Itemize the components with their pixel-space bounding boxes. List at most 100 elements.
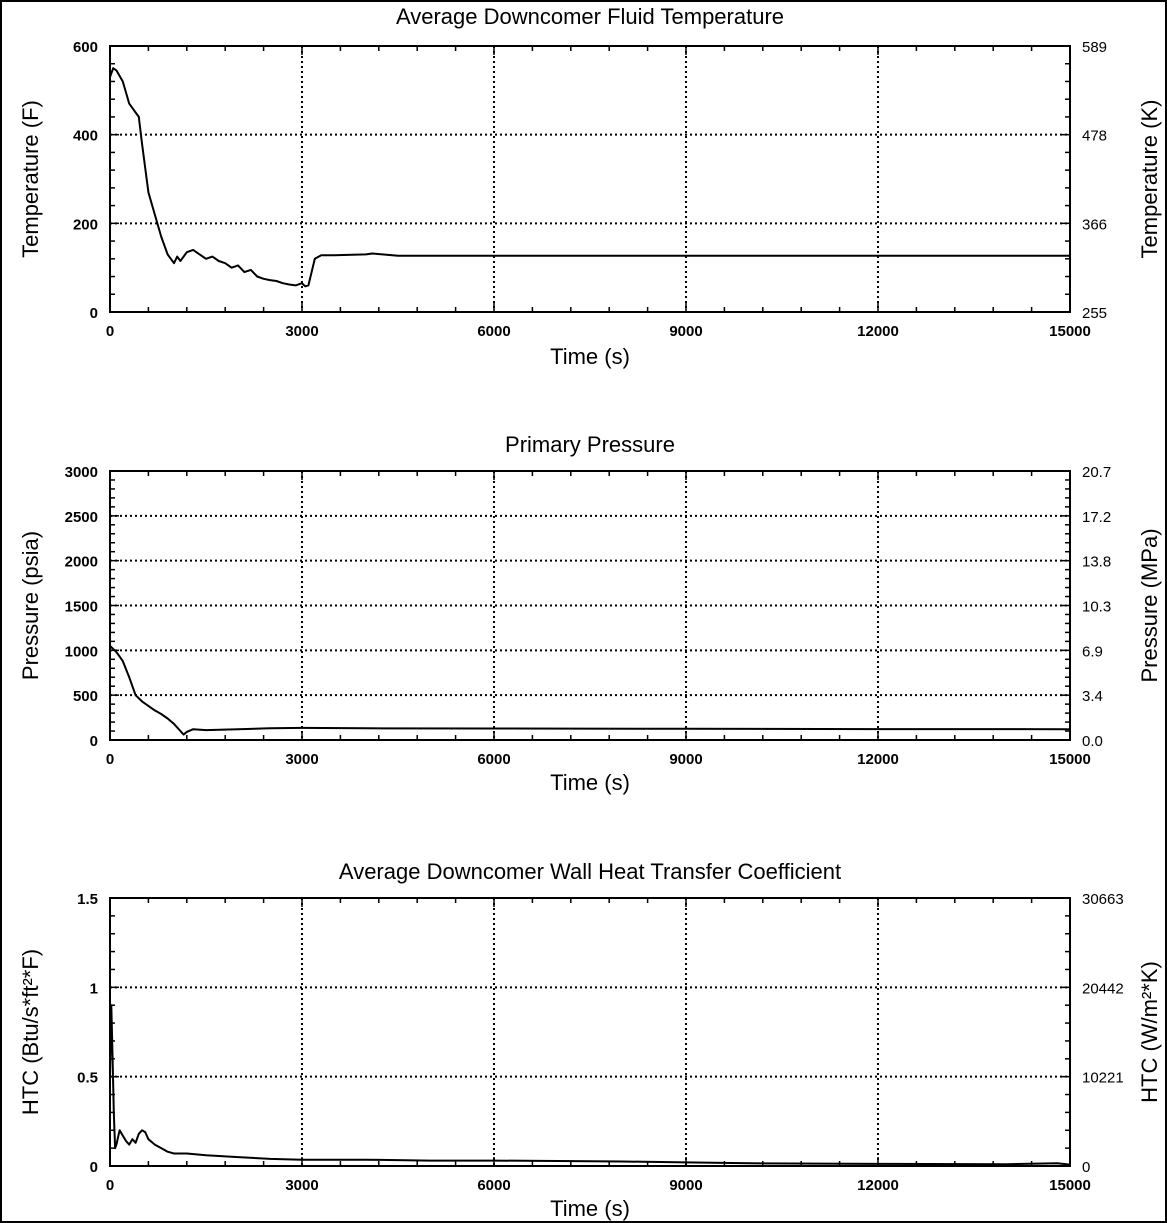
data-point bbox=[282, 282, 284, 284]
data-point bbox=[199, 253, 201, 255]
data-point bbox=[173, 1153, 175, 1155]
y-tick-label: 0 bbox=[90, 733, 98, 750]
data-point bbox=[167, 1151, 169, 1153]
x-tick-label: 6000 bbox=[477, 323, 510, 340]
x-axis-label: Time (s) bbox=[550, 770, 630, 795]
x-tick-label: 0 bbox=[106, 323, 114, 340]
y-tick-label: 3000 bbox=[65, 464, 98, 481]
data-point bbox=[205, 258, 207, 260]
data-point bbox=[288, 284, 290, 286]
chart-panel-1: Average Downcomer Fluid Temperature 0 3000… bbox=[18, 4, 1162, 369]
data-point bbox=[122, 81, 124, 83]
data-point bbox=[275, 280, 277, 282]
chart-title: Primary Pressure bbox=[505, 432, 675, 457]
data-point bbox=[147, 1138, 149, 1140]
x-axis-label: Time (s) bbox=[550, 344, 630, 369]
data-point bbox=[231, 267, 233, 269]
y-right-tick-label: 10221 bbox=[1082, 1070, 1124, 1087]
y-tick-label: 1500 bbox=[65, 599, 98, 616]
data-point bbox=[112, 67, 114, 69]
data-point bbox=[176, 256, 178, 258]
data-point bbox=[243, 271, 245, 273]
data-point bbox=[295, 284, 297, 286]
data-point bbox=[147, 191, 149, 193]
data-point bbox=[365, 253, 367, 255]
data-point bbox=[173, 262, 175, 264]
data-point bbox=[1069, 1164, 1071, 1166]
y-right-tick-label: 20.7 bbox=[1082, 464, 1111, 481]
y-tick-label: 0 bbox=[90, 1159, 98, 1176]
data-point bbox=[269, 727, 271, 729]
x-axis-label: Time (s) bbox=[550, 1196, 630, 1221]
data-point bbox=[397, 255, 399, 257]
data-point bbox=[877, 1163, 879, 1165]
data-point bbox=[1005, 255, 1007, 257]
data-point bbox=[749, 255, 751, 257]
y-axis-label: Pressure (psia) bbox=[18, 531, 43, 680]
data-point bbox=[493, 728, 495, 730]
data-point bbox=[685, 1161, 687, 1163]
data-point bbox=[179, 260, 181, 262]
data-point bbox=[160, 236, 162, 238]
x-tick-label: 15000 bbox=[1049, 323, 1091, 340]
y-right-tick-label: 6.9 bbox=[1082, 643, 1103, 660]
y-axis-label: Temperature (F) bbox=[18, 100, 43, 258]
x-tick-label: 15000 bbox=[1049, 1177, 1091, 1194]
y-tick-label: 1.5 bbox=[77, 891, 98, 908]
data-point bbox=[1069, 728, 1071, 730]
data-point bbox=[205, 1154, 207, 1156]
y-tick-label: 400 bbox=[73, 128, 98, 145]
data-point bbox=[110, 1004, 112, 1006]
data-point bbox=[237, 264, 239, 266]
y-right-tick-label: 589 bbox=[1082, 39, 1107, 56]
x-tick-label: 9000 bbox=[669, 751, 702, 768]
data-point bbox=[256, 276, 258, 278]
data-point bbox=[493, 1160, 495, 1162]
y-right-tick-label: 3.4 bbox=[1082, 688, 1103, 705]
data-point bbox=[429, 1160, 431, 1162]
data-point bbox=[173, 723, 175, 725]
data-point bbox=[135, 1142, 137, 1144]
data-point bbox=[115, 1144, 117, 1146]
data-point bbox=[192, 249, 194, 251]
y-axis-label: HTC (Btu/s*ft²*F) bbox=[18, 949, 43, 1115]
y-tick-label: 0.5 bbox=[77, 1070, 98, 1087]
data-point bbox=[128, 1144, 130, 1146]
y-tick-label: 600 bbox=[73, 39, 98, 56]
data-point bbox=[114, 1147, 116, 1149]
x-tick-label: 3000 bbox=[285, 751, 318, 768]
data-point bbox=[621, 1161, 623, 1163]
data-point bbox=[429, 255, 431, 257]
data-point bbox=[365, 727, 367, 729]
x-tick-label: 9000 bbox=[669, 323, 702, 340]
data-point bbox=[154, 214, 156, 216]
y-right-tick-label: 0.0 bbox=[1082, 733, 1103, 750]
plot-area-border bbox=[109, 45, 1071, 313]
data-point bbox=[138, 116, 140, 118]
y-right-tick-label: 478 bbox=[1082, 128, 1107, 145]
data-point bbox=[122, 1135, 124, 1137]
data-point bbox=[135, 112, 137, 114]
data-point bbox=[183, 734, 185, 736]
y-axis-label-right: Pressure (MPa) bbox=[1137, 528, 1162, 682]
data-point bbox=[125, 1140, 127, 1142]
data-point bbox=[192, 728, 194, 730]
data-point bbox=[224, 262, 226, 264]
data-point bbox=[179, 730, 181, 732]
y-tick-label: 2500 bbox=[65, 509, 98, 526]
x-tick-label: 3000 bbox=[285, 1177, 318, 1194]
data-point bbox=[237, 728, 239, 730]
x-tick-label: 6000 bbox=[477, 751, 510, 768]
x-tick-label: 12000 bbox=[857, 751, 899, 768]
plot-area-border bbox=[109, 897, 1071, 1167]
data-point bbox=[557, 1160, 559, 1162]
data-point bbox=[115, 69, 117, 71]
series-line bbox=[109, 1004, 1071, 1166]
chart-title: Average Downcomer Wall Heat Transfer Coe… bbox=[339, 859, 841, 884]
chart-title: Average Downcomer Fluid Temperature bbox=[396, 4, 784, 29]
data-point bbox=[160, 1147, 162, 1149]
data-point bbox=[269, 279, 271, 281]
y-right-tick-label: 13.8 bbox=[1082, 554, 1111, 571]
data-point bbox=[109, 76, 111, 78]
data-point bbox=[365, 1159, 367, 1161]
